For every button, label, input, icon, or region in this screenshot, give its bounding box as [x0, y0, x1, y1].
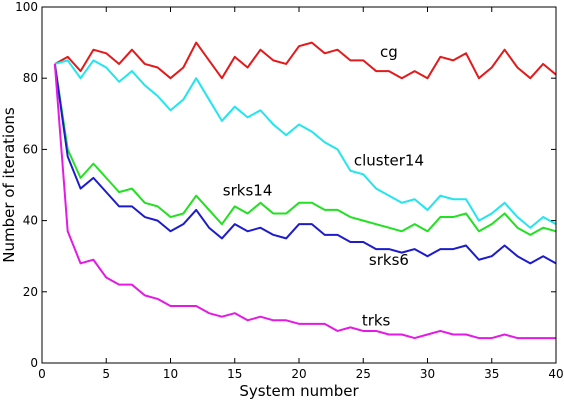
x-tick-label: 0	[38, 367, 46, 381]
x-tick-label: 15	[227, 367, 242, 381]
x-axis-label: System number	[239, 382, 359, 400]
plot-frame	[41, 6, 557, 364]
y-tick-label: 80	[23, 71, 38, 85]
x-tick-label: 40	[548, 367, 563, 381]
series-line-cg	[54, 41, 557, 80]
series-line-cluster14	[54, 59, 557, 229]
y-tick-label: 100	[15, 0, 38, 14]
y-tick-label: 40	[23, 214, 38, 228]
ticks-layer: 0 5 10 15 20 25 30 35 40 0 20 40 60 80 100	[15, 0, 564, 381]
series-label-srks14: srks14	[223, 182, 273, 200]
y-tick-label: 20	[23, 285, 38, 299]
series-label-trks: trks	[362, 312, 391, 330]
series-line-trks	[53, 63, 556, 340]
x-tick-label: 25	[356, 367, 371, 381]
x-tick-label: 10	[163, 367, 178, 381]
series-label-cluster14: cluster14	[354, 151, 424, 169]
labels-layer: cg cluster14 srks14 srks6 trks	[223, 43, 424, 330]
x-tick-label: 30	[420, 367, 435, 381]
x-tick-label: 35	[484, 367, 499, 381]
y-tick-label: 60	[23, 142, 38, 156]
series-layer	[53, 41, 557, 340]
y-axis-label: Number of iterations	[0, 107, 18, 263]
series-label-srks6: srks6	[369, 251, 409, 269]
x-tick-label: 20	[291, 367, 306, 381]
series-line-srks14	[53, 63, 557, 236]
series-label-cg: cg	[380, 43, 398, 61]
series-line-srks6	[53, 63, 557, 265]
x-tick-label: 5	[102, 367, 110, 381]
y-tick-label: 0	[30, 356, 38, 370]
